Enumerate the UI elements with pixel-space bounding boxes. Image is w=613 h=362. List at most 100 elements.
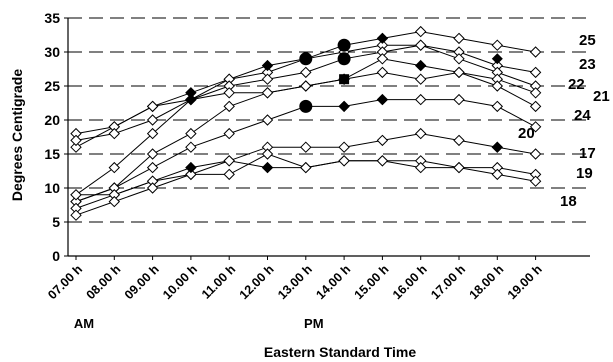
data-point: [146, 114, 159, 126]
data-point: [453, 66, 465, 79]
series-label: 24: [574, 107, 591, 124]
data-point: [223, 155, 235, 167]
x-axis-title: Eastern Standard Time: [264, 344, 416, 360]
data-point: [185, 141, 197, 153]
series-label: 19: [576, 165, 593, 182]
data-point: [146, 127, 159, 140]
data-point: [300, 161, 312, 174]
data-point: [338, 155, 350, 167]
series-label: 23: [579, 56, 596, 73]
data-point: [491, 80, 504, 92]
x-tick-label: 15.00 h: [352, 262, 392, 302]
series-label: 25: [579, 32, 596, 49]
data-point: [414, 39, 427, 51]
data-point: [529, 148, 542, 160]
data-point: [414, 127, 427, 140]
x-tick-label: 07.00 h: [45, 262, 85, 302]
data-point: [108, 127, 121, 140]
data-point: [70, 209, 82, 221]
data-point: [185, 168, 197, 181]
filled-circle-marker: [337, 52, 351, 66]
filled-diamond-marker: [185, 94, 197, 106]
data-point: [338, 141, 350, 153]
x-tick-label: 09.00 h: [122, 262, 162, 302]
data-point: [376, 66, 389, 79]
filled-diamond-marker: [185, 87, 197, 99]
data-point: [453, 134, 465, 147]
filled-diamond-marker: [338, 100, 350, 112]
x-tick-label: 10.00 h: [160, 262, 200, 302]
data-point: [223, 87, 235, 99]
x-tick-label: 12.00 h: [237, 262, 277, 302]
series-label: 17: [579, 145, 596, 162]
data-point: [223, 127, 235, 140]
x-tick-label: 19.00 h: [505, 262, 545, 302]
data-point: [70, 134, 82, 147]
data-point: [491, 168, 504, 181]
data-point: [414, 73, 427, 85]
data-point: [146, 182, 159, 194]
period-label: AM: [74, 316, 94, 331]
data-point: [300, 141, 312, 153]
filled-diamond-marker: [185, 162, 197, 174]
data-point: [414, 25, 427, 38]
data-point: [491, 100, 504, 113]
data-point: [300, 80, 312, 92]
x-tick-label: 17.00 h: [428, 262, 468, 302]
data-point: [261, 114, 274, 126]
filled-diamond-marker: [262, 162, 273, 174]
x-tick-label: 14.00 h: [313, 262, 353, 302]
x-tick-label: 13.00 h: [275, 262, 315, 302]
y-tick-label: 15: [44, 146, 60, 162]
series-label: 22: [568, 76, 585, 93]
period-label: PM: [304, 316, 324, 331]
data-point: [491, 39, 504, 51]
filled-markers: [185, 32, 503, 174]
series-label: 18: [560, 193, 577, 210]
filled-square-marker: [339, 74, 350, 85]
y-tick-label: 25: [44, 78, 60, 94]
x-tick-label: 08.00 h: [84, 262, 124, 302]
y-tick-label: 20: [44, 112, 60, 128]
data-point: [185, 127, 197, 140]
y-tick-label: 0: [52, 248, 60, 264]
data-point: [146, 148, 159, 160]
y-tick-label: 10: [44, 180, 60, 196]
x-tick-label: 11.00 h: [199, 262, 238, 301]
data-point: [529, 100, 542, 113]
data-point: [453, 93, 465, 106]
data-point: [223, 100, 235, 113]
data-point: [146, 161, 159, 174]
data-point: [261, 87, 274, 99]
data-point: [376, 134, 389, 147]
data-point: [529, 87, 542, 99]
data-point: [261, 73, 274, 85]
data-point: [529, 66, 542, 79]
data-point: [414, 93, 427, 106]
series-line: [75, 58, 536, 203]
data-point: [70, 189, 82, 201]
series-label: 21: [593, 88, 610, 105]
data-point: [529, 175, 542, 187]
filled-diamond-marker: [491, 141, 503, 153]
data-point: [376, 53, 389, 65]
filled-circle-marker: [299, 99, 313, 113]
data-point: [261, 148, 274, 160]
data-point: [453, 53, 465, 65]
series-label: 20: [518, 125, 535, 142]
data-point: [376, 155, 389, 167]
data-point: [453, 161, 465, 174]
filled-diamond-marker: [491, 53, 503, 65]
data-point: [108, 195, 121, 208]
gridlines: [68, 17, 590, 223]
y-tick-label: 30: [44, 44, 60, 60]
y-tick-label: 5: [52, 214, 60, 230]
data-point: [300, 66, 312, 79]
filled-circle-marker: [299, 52, 313, 66]
y-tick-label: 35: [44, 10, 60, 26]
filled-diamond-marker: [376, 32, 388, 44]
x-tick-label: 16.00 h: [390, 262, 430, 302]
filled-diamond-marker: [415, 60, 427, 72]
